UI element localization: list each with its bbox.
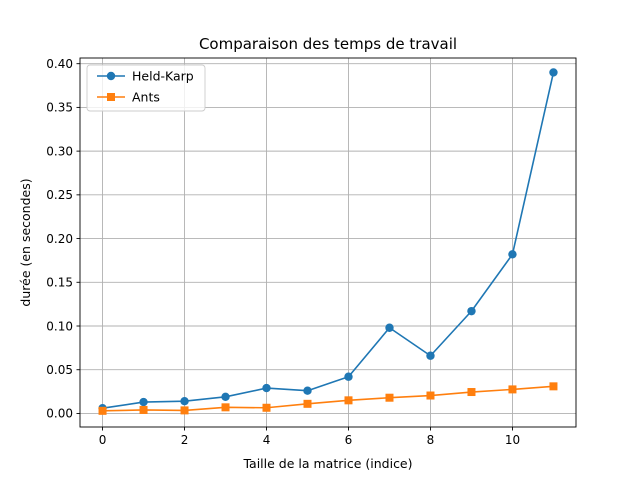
- y-tick-label: 0.40: [46, 57, 73, 71]
- data-point-held-karp: [221, 392, 230, 402]
- x-tick-label: 4: [263, 433, 271, 447]
- data-point-held-karp: [303, 386, 312, 395]
- data-point-held-karp: [426, 351, 435, 360]
- plot-frame: [79, 57, 577, 428]
- data-point-ants: [549, 382, 558, 391]
- legend-marker-ants: [107, 93, 115, 101]
- plot-series: [98, 68, 558, 415]
- data-point-ants: [385, 393, 394, 402]
- y-tick-label: 0.10: [46, 319, 73, 333]
- data-point-held-karp: [467, 306, 476, 316]
- data-point-ants: [98, 406, 107, 415]
- chart-title: Comparaison des temps de travail: [199, 35, 457, 53]
- y-tick-label: 0.20: [46, 232, 73, 246]
- y-tick-label: 0.30: [46, 144, 73, 158]
- x-tick-label: 6: [345, 433, 353, 447]
- y-tick-label: 0.25: [46, 188, 73, 202]
- series-line-ants: [102, 385, 554, 412]
- data-point-held-karp: [262, 383, 271, 393]
- x-axis-label: Taille de la matrice (indice): [242, 456, 412, 471]
- y-tick-label: 0.35: [46, 101, 73, 115]
- y-tick-label: 0.05: [46, 363, 73, 377]
- data-point-ants: [467, 388, 476, 397]
- y-tick-label: 0.00: [46, 407, 73, 421]
- data-point-held-karp: [139, 397, 148, 407]
- series-line-held-karp: [102, 72, 555, 409]
- grid: [80, 58, 576, 427]
- data-point-ants: [303, 399, 312, 408]
- legend: Held-Karp Ants: [86, 64, 206, 112]
- data-point-ants: [508, 385, 517, 394]
- data-point-ants: [426, 391, 435, 400]
- data-point-ants: [262, 403, 271, 412]
- x-tick-label: 8: [427, 433, 435, 447]
- data-point-held-karp: [344, 372, 353, 381]
- axis-ticks: 0 2 4 6 8 10 0.00 0.05 0.10 0.15 0.20 0.25 0.30 0.35 0…: [46, 57, 520, 447]
- y-tick-label: 0.15: [46, 276, 73, 290]
- data-point-ants: [344, 396, 353, 405]
- data-point-held-karp: [180, 397, 189, 406]
- y-axis-label: durée (en secondes): [18, 178, 33, 306]
- data-point-held-karp: [549, 68, 558, 77]
- x-tick-label: 0: [99, 433, 107, 447]
- legend-label-held-karp: Held-Karp: [132, 69, 194, 84]
- legend-label-ants: Ants: [132, 90, 160, 105]
- x-tick-label: 10: [505, 433, 520, 447]
- x-tick-label: 2: [181, 433, 189, 447]
- data-point-ants: [180, 406, 189, 415]
- data-point-held-karp: [385, 323, 394, 332]
- data-point-ants: [139, 405, 148, 414]
- legend-marker-held-karp: [106, 71, 116, 81]
- data-point-ants: [221, 403, 230, 412]
- data-point-held-karp: [508, 250, 517, 259]
